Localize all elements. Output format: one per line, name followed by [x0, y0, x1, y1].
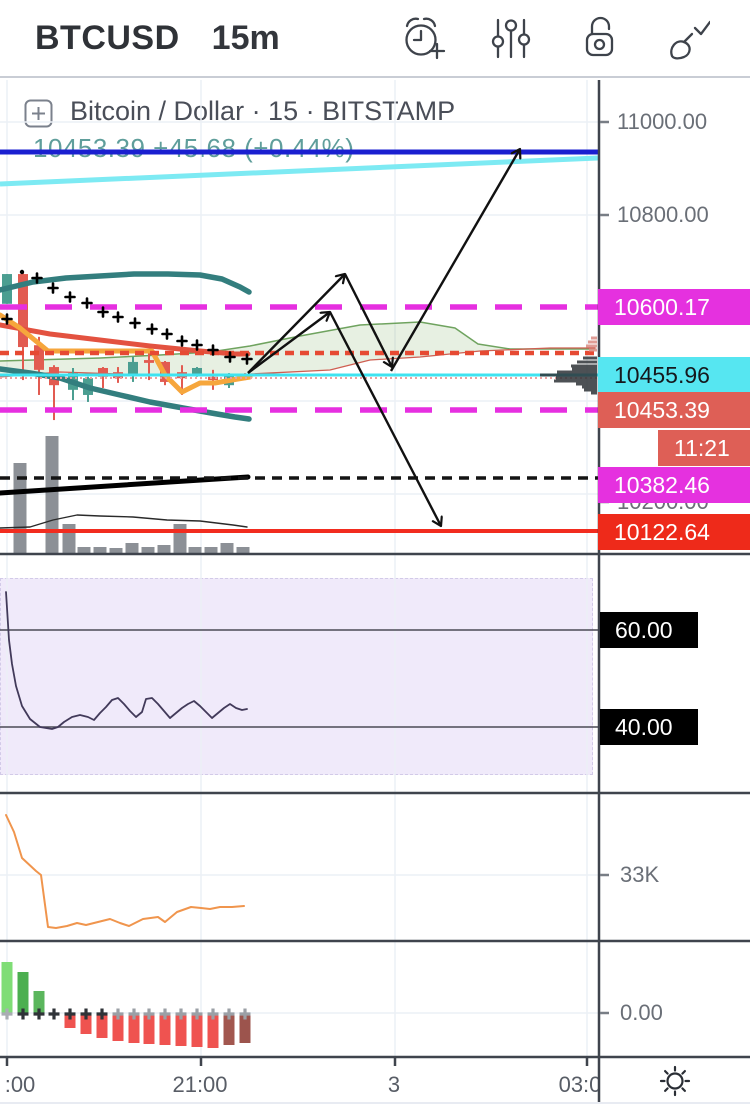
gridlines-layer — [0, 80, 598, 1057]
volume-profile-layer — [540, 336, 597, 395]
header-actions — [400, 15, 710, 61]
quote-line: 10453.39 +45.68 (+0.44%) — [33, 133, 355, 163]
volume-layer — [0, 436, 250, 554]
indicators-settings-icon[interactable] — [488, 15, 534, 61]
interval-button[interactable]: 15m — [211, 18, 280, 57]
expand-chart-icon[interactable] — [24, 99, 53, 133]
drawing-arrows-layer[interactable] — [247, 149, 520, 526]
sun-rays — [659, 1065, 691, 1097]
header-toolbar: BTCUSD 15m — [0, 0, 750, 78]
axis-frame-layer — [0, 80, 750, 1104]
time-axis-label: 3 — [387, 1072, 401, 1097]
chart-title[interactable]: Bitcoin / Dollar · 15 · BITSTAMP — [70, 96, 456, 126]
time-axis-label: :00 — [4, 1072, 36, 1097]
time-axis-label: 21:00 — [172, 1072, 228, 1097]
obv-layer — [5, 814, 245, 929]
symbol-title[interactable]: BTCUSD — [35, 18, 180, 57]
levels-layer — [0, 149, 599, 533]
drawing-tools-icon[interactable] — [664, 15, 710, 61]
rsi-panel-background — [0, 578, 593, 775]
time-axis[interactable]: :00 21:00 3 03:0 — [0, 1072, 598, 1104]
histogram-layer — [1, 962, 251, 1048]
rsi-layer — [0, 591, 598, 730]
alarm-add-icon[interactable] — [400, 15, 446, 61]
lock-icon[interactable] — [576, 15, 622, 61]
brightness-icon[interactable] — [655, 1061, 695, 1106]
time-axis-label: 03:0 — [558, 1072, 598, 1097]
overlay-lines-layer — [0, 271, 253, 496]
sar-layer — [1, 269, 253, 365]
